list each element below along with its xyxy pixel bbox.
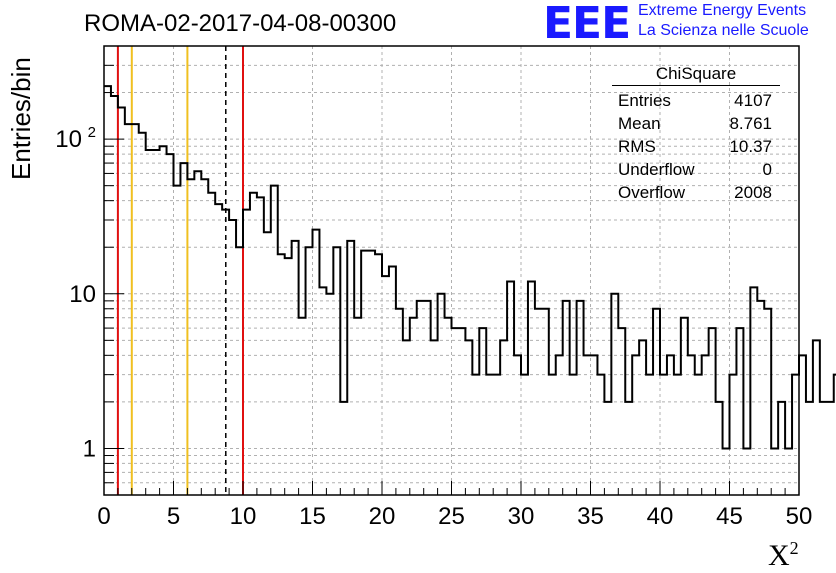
stats-row: RMS 10.37: [612, 135, 780, 158]
x-axis-label: X2: [768, 538, 799, 573]
logo-subtitle-1: Extreme Energy Events: [638, 2, 807, 19]
stats-row: Mean 8.761: [612, 112, 780, 135]
x-tick-label: 40: [647, 503, 674, 530]
y-tick-label: 10: [55, 126, 82, 153]
stats-box-title: ChiSquare: [612, 64, 780, 86]
y-tick-label-exponent: 2: [88, 124, 96, 141]
chart-title: ROMA-02-2017-04-08-00300: [84, 10, 397, 37]
x-tick-label: 30: [508, 503, 535, 530]
y-axis-label: Entries/bin: [6, 57, 36, 180]
x-tick-label: 35: [577, 503, 604, 530]
logo-subtitle-2: La Scienza nelle Scuole: [638, 22, 809, 39]
stats-label: Overflow: [618, 183, 686, 202]
stats-value: 0: [762, 160, 772, 179]
stats-box: ChiSquare Entries 4107 Mean 8.761 RMS 10.37…: [612, 64, 780, 204]
stats-row: Underflow 0: [612, 158, 780, 181]
x-axis-label-sup: 2: [789, 538, 799, 558]
x-tick-label: 25: [438, 503, 465, 530]
grid-layer: [104, 45, 799, 496]
marker-layer: [116, 46, 244, 495]
stats-label: Underflow: [618, 160, 695, 179]
stats-value: 10.37: [729, 137, 772, 156]
histogram-step-line: [104, 85, 836, 450]
stats-value: 2008: [734, 183, 772, 202]
x-tick-label: 45: [716, 503, 743, 530]
stats-label: RMS: [618, 137, 656, 156]
x-tick-label: 10: [230, 503, 257, 530]
x-tick-label: 50: [786, 503, 813, 530]
x-tick-label: 20: [369, 503, 396, 530]
x-tick-label: 15: [299, 503, 326, 530]
eee-logo: EEE: [543, 0, 631, 49]
stats-label: Mean: [618, 114, 661, 133]
y-tick-label: 1: [83, 435, 96, 462]
x-tick-label: 0: [97, 503, 110, 530]
stats-value: 4107: [734, 91, 772, 110]
stats-value: 8.761: [729, 114, 772, 133]
stats-label: Entries: [618, 91, 671, 110]
axis-layer: 0 5 10 15 20 25 30 35 40 45 50 1 10 10 2: [55, 45, 813, 530]
x-tick-label: 5: [167, 503, 180, 530]
stats-row: Overflow 2008: [612, 181, 780, 204]
x-axis-label-text: X: [768, 539, 790, 572]
y-tick-label: 10: [69, 281, 96, 308]
stats-row: Entries 4107: [612, 89, 780, 112]
